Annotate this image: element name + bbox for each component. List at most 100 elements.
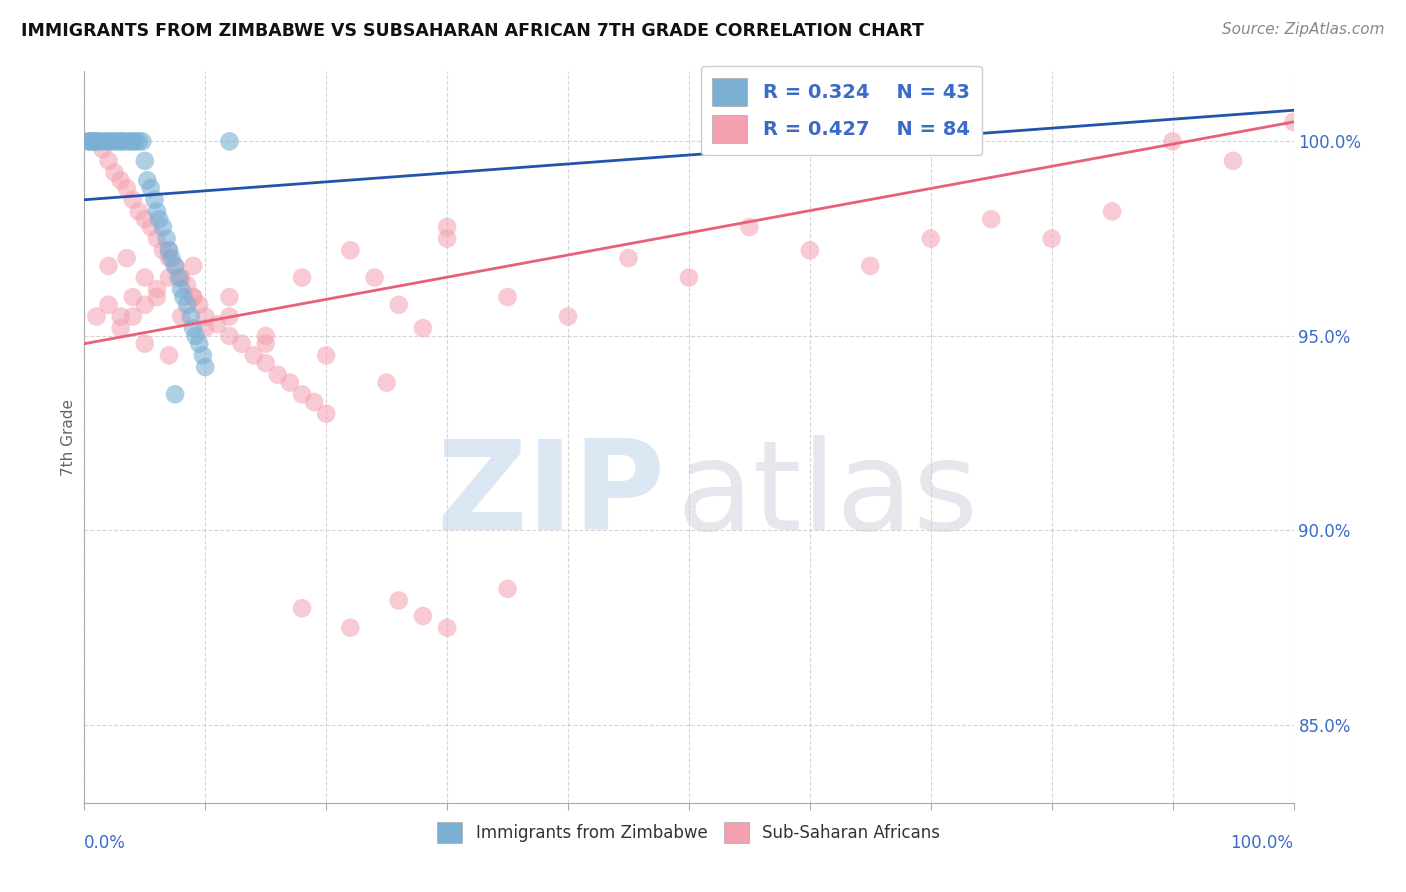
Y-axis label: 7th Grade: 7th Grade [60, 399, 76, 475]
Point [557, 310, 579, 324]
Point [302, 395, 325, 409]
Point [152, 219, 174, 234]
Point [146, 282, 169, 296]
Point [134, 270, 156, 285]
Point [194, 321, 217, 335]
Point [176, 278, 198, 293]
Text: atlas: atlas [676, 435, 979, 556]
Point [128, 204, 150, 219]
Point [157, 348, 180, 362]
Point [363, 270, 385, 285]
Point [134, 153, 156, 168]
Point [170, 270, 193, 285]
Point [218, 329, 240, 343]
Point [375, 376, 398, 390]
Point [315, 407, 337, 421]
Text: 0.0%: 0.0% [84, 834, 127, 852]
Point [339, 244, 361, 258]
Point [139, 219, 162, 234]
Point [86, 135, 108, 149]
Point [242, 348, 264, 362]
Point [218, 290, 240, 304]
Point [121, 290, 143, 304]
Text: ZIP: ZIP [436, 435, 665, 556]
Point [155, 232, 177, 246]
Point [83, 135, 105, 149]
Point [436, 232, 458, 246]
Point [291, 270, 314, 285]
Point [115, 251, 138, 265]
Point [920, 232, 942, 246]
Point [184, 329, 207, 343]
Point [231, 336, 253, 351]
Point [110, 173, 132, 187]
Point [170, 310, 193, 324]
Point [97, 259, 120, 273]
Point [181, 259, 204, 273]
Point [278, 376, 301, 390]
Point [97, 153, 120, 168]
Point [110, 135, 132, 149]
Point [218, 310, 240, 324]
Point [86, 310, 108, 324]
Point [678, 270, 700, 285]
Point [160, 251, 183, 265]
Point [143, 193, 166, 207]
Point [77, 135, 100, 149]
Point [1222, 153, 1244, 168]
Point [254, 336, 277, 351]
Point [339, 621, 361, 635]
Point [267, 368, 290, 382]
Point [496, 290, 519, 304]
Point [738, 219, 761, 234]
Point [146, 204, 169, 219]
Text: Source: ZipAtlas.com: Source: ZipAtlas.com [1222, 22, 1385, 37]
Point [980, 212, 1002, 227]
Point [104, 135, 127, 149]
Point [173, 290, 195, 304]
Point [139, 181, 162, 195]
Point [170, 282, 193, 296]
Point [134, 298, 156, 312]
Point [112, 135, 135, 149]
Point [146, 232, 169, 246]
Point [120, 135, 142, 149]
Point [436, 621, 458, 635]
Point [412, 321, 434, 335]
Point [291, 387, 314, 401]
Point [86, 135, 108, 149]
Point [799, 244, 821, 258]
Point [121, 193, 143, 207]
Point [134, 336, 156, 351]
Point [1282, 115, 1305, 129]
Point [436, 219, 458, 234]
Point [136, 173, 159, 187]
Point [80, 135, 103, 149]
Point [496, 582, 519, 596]
Point [388, 593, 411, 607]
Point [254, 356, 277, 370]
Point [181, 290, 204, 304]
Point [617, 251, 640, 265]
Point [157, 244, 180, 258]
Point [128, 135, 150, 149]
Point [94, 135, 117, 149]
Point [131, 135, 153, 149]
Point [157, 244, 180, 258]
Point [97, 135, 120, 149]
Point [110, 310, 132, 324]
Point [1040, 232, 1063, 246]
Point [315, 348, 337, 362]
Point [121, 135, 143, 149]
Point [191, 348, 214, 362]
Point [152, 244, 174, 258]
Point [104, 165, 127, 179]
Point [188, 336, 211, 351]
Point [148, 212, 170, 227]
Point [100, 135, 122, 149]
Point [146, 290, 169, 304]
Point [859, 259, 882, 273]
Point [254, 329, 277, 343]
Text: 100.0%: 100.0% [1230, 834, 1294, 852]
Point [91, 135, 114, 149]
